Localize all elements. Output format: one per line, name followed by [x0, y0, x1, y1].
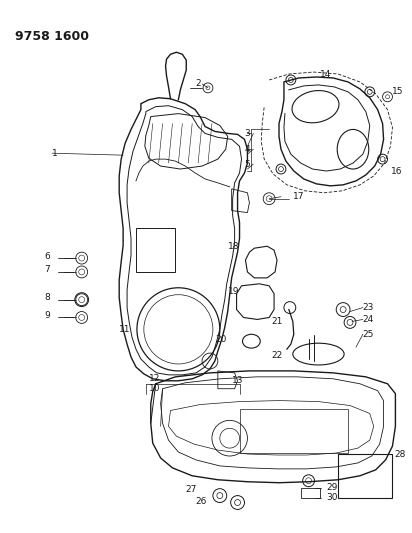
Text: 17: 17 — [293, 192, 304, 201]
Text: 18: 18 — [228, 241, 239, 251]
Text: 24: 24 — [363, 315, 374, 324]
Text: 10: 10 — [149, 384, 160, 393]
Text: 28: 28 — [394, 449, 406, 458]
Text: 23: 23 — [363, 303, 374, 312]
Text: 2: 2 — [195, 79, 201, 88]
Text: 5: 5 — [244, 159, 250, 168]
Text: 12: 12 — [149, 374, 160, 383]
Text: 7: 7 — [44, 265, 50, 274]
Text: 11: 11 — [119, 325, 131, 334]
Text: 22: 22 — [271, 351, 282, 360]
Text: 9758 1600: 9758 1600 — [14, 30, 89, 44]
Text: 21: 21 — [271, 317, 283, 326]
Text: 27: 27 — [185, 485, 197, 494]
Text: 14: 14 — [321, 69, 332, 78]
Text: 13: 13 — [232, 376, 243, 385]
Text: 30: 30 — [326, 493, 338, 502]
Text: 16: 16 — [391, 166, 402, 175]
Text: 25: 25 — [363, 330, 374, 339]
Text: 3: 3 — [244, 129, 250, 138]
Text: 29: 29 — [326, 483, 338, 492]
Text: 6: 6 — [44, 252, 50, 261]
Text: 1: 1 — [52, 149, 58, 158]
Text: 15: 15 — [393, 87, 404, 96]
Text: 26: 26 — [195, 497, 206, 506]
Text: 8: 8 — [44, 293, 50, 302]
Text: 9: 9 — [44, 311, 50, 320]
Text: 4: 4 — [244, 145, 250, 154]
Text: 19: 19 — [228, 287, 239, 296]
Text: 20: 20 — [215, 335, 226, 344]
